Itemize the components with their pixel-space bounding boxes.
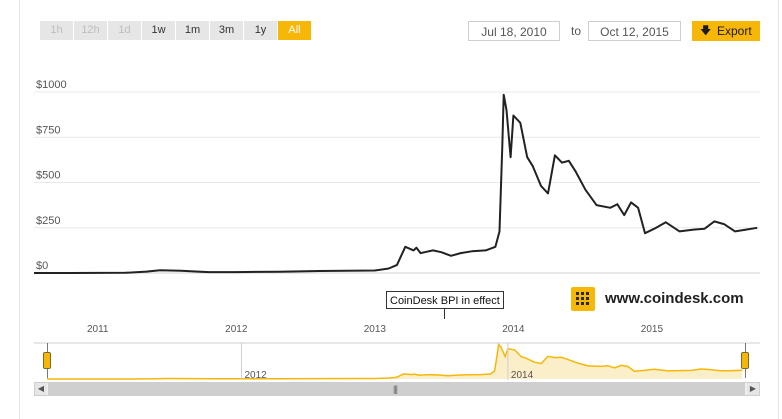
export-label: Export xyxy=(717,24,752,38)
range-button-1y[interactable]: 1y xyxy=(244,21,277,40)
y-tick-label: $500 xyxy=(36,170,60,182)
from-date-input[interactable]: Jul 18, 2010 xyxy=(468,21,560,41)
download-arrow-icon: 🡇 xyxy=(700,25,712,37)
x-tick-label: 2015 xyxy=(641,324,664,335)
range-button-3m[interactable]: 3m xyxy=(210,21,243,40)
right-border xyxy=(778,0,779,419)
scrollbar-thumb[interactable] xyxy=(48,383,745,395)
price-series-line xyxy=(34,93,758,274)
coindesk-logo-icon xyxy=(571,287,595,311)
scrollbar-grip-icon: ||| xyxy=(393,384,398,394)
range-button-1h[interactable]: 1h xyxy=(40,21,73,40)
navigator-left-handle[interactable] xyxy=(43,352,51,369)
navigator-right-handle[interactable] xyxy=(741,352,749,369)
navigator-line xyxy=(47,342,743,380)
to-date-input[interactable]: Oct 12, 2015 xyxy=(588,21,681,41)
y-tick-label: $0 xyxy=(36,260,48,272)
x-tick-label: 2012 xyxy=(225,324,248,335)
navigator-area xyxy=(47,344,743,379)
range-selector: 1h 12h 1d 1w 1m 3m 1y All xyxy=(40,21,312,40)
left-border xyxy=(19,0,20,419)
range-button-1d[interactable]: 1d xyxy=(108,21,141,40)
range-button-12h[interactable]: 12h xyxy=(74,21,107,40)
x-tick-label: 2013 xyxy=(364,324,387,335)
x-tick-label: 2014 xyxy=(502,324,525,335)
to-label: to xyxy=(571,24,582,38)
navigator-tick-label: 2012 xyxy=(244,370,267,381)
range-button-1m[interactable]: 1m xyxy=(176,21,209,40)
scroll-right-arrow-icon[interactable]: ▶ xyxy=(747,383,759,395)
navigator-tick-label: 2014 xyxy=(511,370,534,381)
brand-url: www.coindesk.com xyxy=(605,290,744,307)
y-tick-label: $750 xyxy=(36,124,60,136)
x-tick-label: 2011 xyxy=(87,324,109,335)
y-tick-label: $1000 xyxy=(36,79,67,91)
bpi-annotation-pin xyxy=(444,309,445,319)
range-button-1w[interactable]: 1w xyxy=(142,21,175,40)
bpi-annotation: CoinDesk BPI in effect xyxy=(386,291,504,309)
scroll-left-arrow-icon[interactable]: ◀ xyxy=(35,383,47,395)
range-button-all[interactable]: All xyxy=(278,21,311,40)
export-button[interactable]: 🡇 Export xyxy=(692,21,760,41)
y-tick-label: $250 xyxy=(36,215,60,227)
